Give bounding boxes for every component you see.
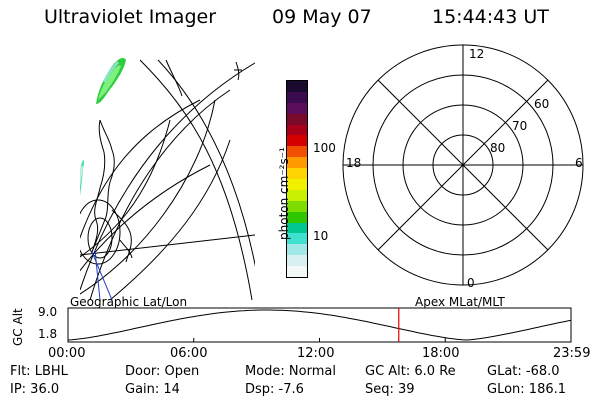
- footer-gain: Gain: 14: [125, 382, 180, 397]
- colorbar-segment: [287, 113, 307, 125]
- colorbar-segment: [287, 189, 307, 201]
- colorbar-segment: [287, 124, 307, 136]
- footer-mode: Mode: Normal: [245, 364, 336, 379]
- colorbar-segment: [287, 211, 307, 223]
- colorbar-segment: [287, 244, 307, 256]
- mlt-label-0: 0: [467, 276, 475, 290]
- mlt-label-6: 6: [575, 156, 583, 170]
- timeline-xtick-4: 23:59: [553, 346, 591, 361]
- footer-door: Door: Open: [125, 364, 200, 379]
- footer-gcalt: GC Alt: 6.0 Re: [365, 364, 456, 379]
- colorbar-segment: [287, 179, 307, 190]
- colorbar-segment: [287, 135, 307, 147]
- timeline-ymax: 9.0: [38, 305, 58, 319]
- colorbar-tick-10: 10: [313, 229, 329, 243]
- time-label: 15:44:43 UT: [432, 6, 549, 28]
- colorbar-segment: [287, 102, 307, 114]
- colorbar-segment: [287, 81, 307, 92]
- mlat-label-80: 80: [490, 141, 506, 155]
- colorbar: [286, 80, 308, 278]
- colorbar-segment: [287, 168, 307, 180]
- colorbar-segment: [287, 91, 307, 103]
- timeline-xtick-0: 00:00: [48, 346, 86, 361]
- colorbar-tick-100: 100: [313, 141, 336, 155]
- timeline-ymin: 1.8: [38, 327, 58, 341]
- colorbar-segment: [287, 222, 307, 234]
- timeline-xtick-2: 12:00: [297, 346, 335, 361]
- polar-panel-label: Apex MLat/MLT: [415, 295, 505, 309]
- date-label: 09 May 07: [272, 6, 372, 28]
- footer-ip: IP: 36.0: [10, 382, 60, 397]
- footer-dsp: Dsp: -7.6: [245, 382, 304, 397]
- colorbar-segment: [287, 157, 307, 169]
- colorbar-segment: [287, 266, 307, 278]
- timeline-xtick-3: 18:00: [422, 346, 460, 361]
- colorbar-segment: [287, 146, 307, 158]
- colorbar-segment: [287, 255, 307, 267]
- footer-seq: Seq: 39: [365, 382, 415, 397]
- mlt-label-12: 12: [469, 47, 485, 61]
- mlat-label-70: 70: [512, 119, 528, 133]
- colorbar-segment: [287, 200, 307, 212]
- app-title: Ultraviolet Imager: [44, 6, 217, 28]
- footer-glat: GLat: -68.0: [487, 364, 560, 379]
- mlt-label-18: 18: [346, 156, 362, 170]
- footer-glon: GLon: 186.1: [487, 382, 567, 397]
- timeline-xtick-1: 06:00: [170, 346, 208, 361]
- footer-flt: Flt: LBHL: [10, 364, 68, 379]
- colorbar-segment: [287, 233, 307, 245]
- geo-panel-label: Geographic Lat/Lon: [70, 295, 188, 309]
- mlat-label-60: 60: [534, 97, 550, 111]
